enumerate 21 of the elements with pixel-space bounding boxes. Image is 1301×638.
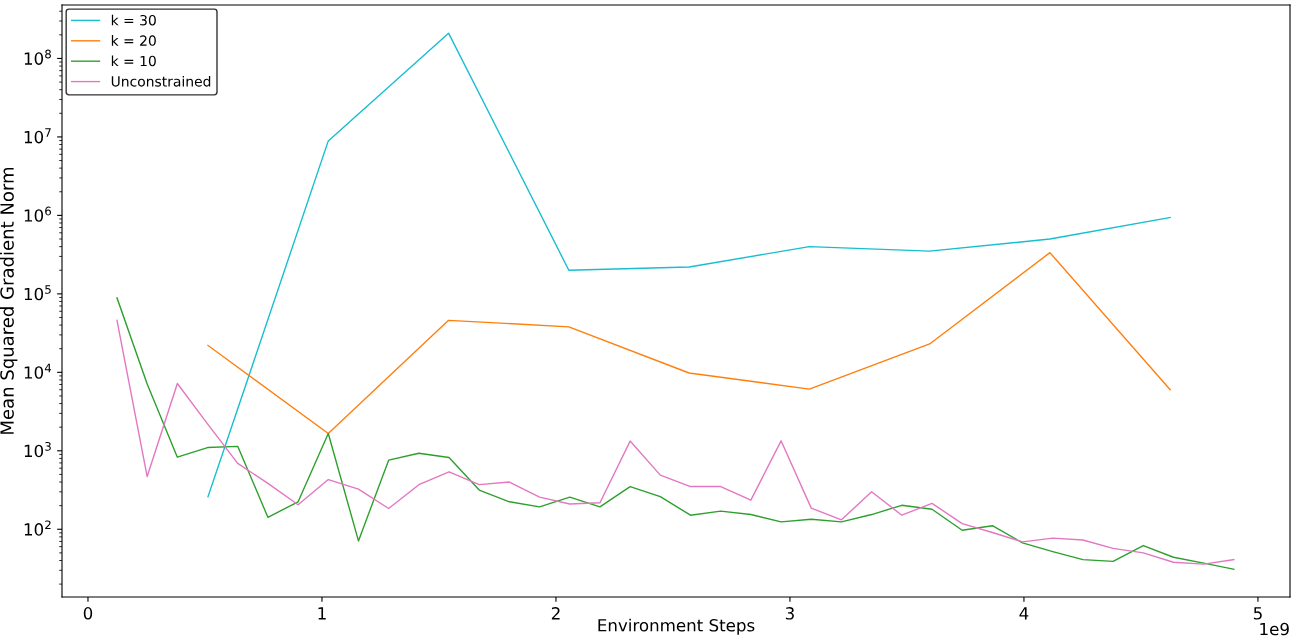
legend-label: k = 30 [111, 14, 156, 26]
y-tick-label: 10$^{8}$ [24, 49, 51, 65]
x-tick-label: 3 [785, 607, 794, 620]
x-tick-label: 0 [83, 607, 93, 620]
y-tick-label: 10$^{5}$ [24, 285, 51, 301]
x-axis-title: Environment Steps [598, 618, 755, 635]
y-tick-label: 10$^{4}$ [24, 363, 52, 379]
x-tick-label: 5 [1253, 607, 1262, 620]
y-tick-label: 10$^{6}$ [24, 206, 51, 222]
legend-label: k = 10 [111, 55, 156, 67]
y-tick-label: 10$^{3}$ [24, 441, 51, 458]
text: 1e9 [1260, 622, 1289, 636]
x-tick-label: 2 [551, 607, 560, 620]
y-axis-title: Mean Squared Gradient Norm [0, 167, 18, 434]
y-tick-label: 10$^{2}$ [24, 520, 51, 536]
legend-label: Unconstrained [111, 75, 211, 87]
x-tick-label: 4 [1019, 607, 1029, 620]
x-tick-label: 1 [318, 607, 326, 620]
line-series [207, 251, 1171, 435]
y-tick-label: 10$^{7}$ [24, 128, 51, 144]
legend-label: k = 20 [111, 35, 156, 46]
